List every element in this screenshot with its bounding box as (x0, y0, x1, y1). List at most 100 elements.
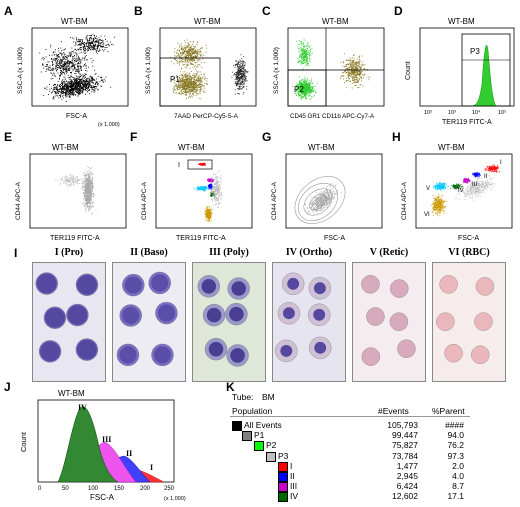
scatter-dot (52, 69, 53, 71)
scatter-dot (181, 58, 182, 59)
scatter-dot (193, 48, 194, 50)
scatter-dot (64, 54, 66, 55)
scatter-dot (94, 36, 96, 38)
scatter-dot (346, 59, 348, 61)
scatter-dot (52, 62, 54, 64)
scatter-dot (236, 76, 238, 78)
scatter-dot (191, 54, 193, 56)
scatter-dot (189, 49, 191, 51)
scatter-dot (83, 194, 85, 196)
scatter-dot (82, 90, 84, 92)
scatter-dot (176, 75, 178, 77)
scatter-dot (84, 191, 86, 192)
scatter-dot (306, 91, 308, 92)
scatter-dot (303, 48, 305, 50)
scatter-dot (353, 73, 354, 75)
scatter-dot (301, 55, 302, 57)
scatter-dot (238, 73, 240, 75)
scatter-dot (172, 88, 174, 90)
scatter-dot (86, 40, 88, 42)
scatter-dot (198, 59, 200, 61)
scatter-dot (94, 46, 96, 48)
scatter-dot (72, 83, 74, 85)
scatter-dot (348, 78, 350, 80)
scatter-dot (176, 60, 178, 62)
scatter-dot (67, 85, 69, 87)
scatter-dot (88, 208, 89, 210)
scatter-dot (59, 63, 61, 65)
scatter-dot (87, 87, 89, 88)
scatter-dot (300, 81, 302, 83)
scatter-dot (200, 48, 201, 50)
scatter-dot (188, 52, 190, 54)
scatter-dot (62, 84, 63, 85)
scatter-dot (189, 95, 191, 97)
scatter-dot (193, 82, 195, 83)
scatter-dot (61, 87, 63, 89)
scatter-dot (192, 93, 193, 94)
scatter-dot (200, 76, 202, 78)
scatter-dot (353, 82, 355, 83)
panel-d-title: WT-BM (448, 17, 475, 26)
scatter-dot (80, 81, 82, 82)
scatter-dot (193, 73, 195, 75)
scatter-dot (61, 82, 63, 83)
scatter-dot (71, 87, 73, 89)
scatter-dot (355, 61, 357, 63)
scatter-dot (302, 90, 304, 91)
scatter-dot (356, 64, 357, 66)
scatter-dot (96, 40, 98, 42)
scatter-dot (83, 177, 85, 179)
scatter-dot (302, 50, 303, 52)
scatter-dot (73, 65, 75, 67)
scatter-dot (82, 40, 83, 42)
scatter-dot (304, 52, 305, 54)
scatter-dot (304, 90, 305, 92)
scatter-dot (234, 89, 236, 91)
scatter-dot (65, 56, 67, 58)
scatter-dot (356, 61, 358, 63)
scatter-dot (60, 62, 62, 64)
scatter-dot (356, 70, 357, 71)
scatter-dot (187, 54, 189, 56)
scatter-dot (72, 91, 74, 93)
scatter-dot (97, 47, 98, 49)
scatter-dot (74, 83, 76, 84)
scatter-dot (236, 84, 237, 85)
scatter-dot (63, 92, 65, 94)
scatter-dot (354, 79, 356, 81)
scatter-dot (297, 85, 298, 87)
scatter-dot (102, 44, 104, 45)
scatter-dot (179, 79, 181, 81)
scatter-dot (96, 81, 98, 83)
scatter-dot (237, 65, 239, 67)
scatter-dot (60, 93, 62, 95)
scatter-dot (91, 189, 93, 191)
scatter-dot (185, 80, 187, 82)
scatter-dot (349, 60, 351, 62)
scatter-dot (71, 89, 73, 91)
scatter-dot (82, 88, 84, 90)
scatter-dot (351, 74, 353, 75)
scatter-dot (237, 75, 239, 77)
scatter-dot (188, 79, 190, 81)
scatter-dot (80, 85, 82, 86)
scatter-dot (191, 78, 193, 80)
scatter-dot (49, 67, 51, 68)
scatter-dot (241, 75, 243, 77)
scatter-dot (61, 54, 63, 56)
scatter-dot (87, 205, 88, 206)
scatter-dot (88, 177, 90, 179)
scatter-dot (90, 179, 92, 181)
scatter-dot (194, 59, 195, 61)
scatter-dot (87, 201, 88, 203)
scatter-dot (81, 92, 83, 94)
scatter-dot (67, 88, 69, 89)
scatter-dot (359, 66, 361, 68)
scatter-dot (359, 60, 361, 61)
scatter-dot (92, 39, 94, 40)
scatter-dot (181, 85, 183, 87)
scatter-dot (194, 46, 196, 48)
scatter-dot (78, 84, 80, 85)
scatter-dot (79, 48, 81, 50)
